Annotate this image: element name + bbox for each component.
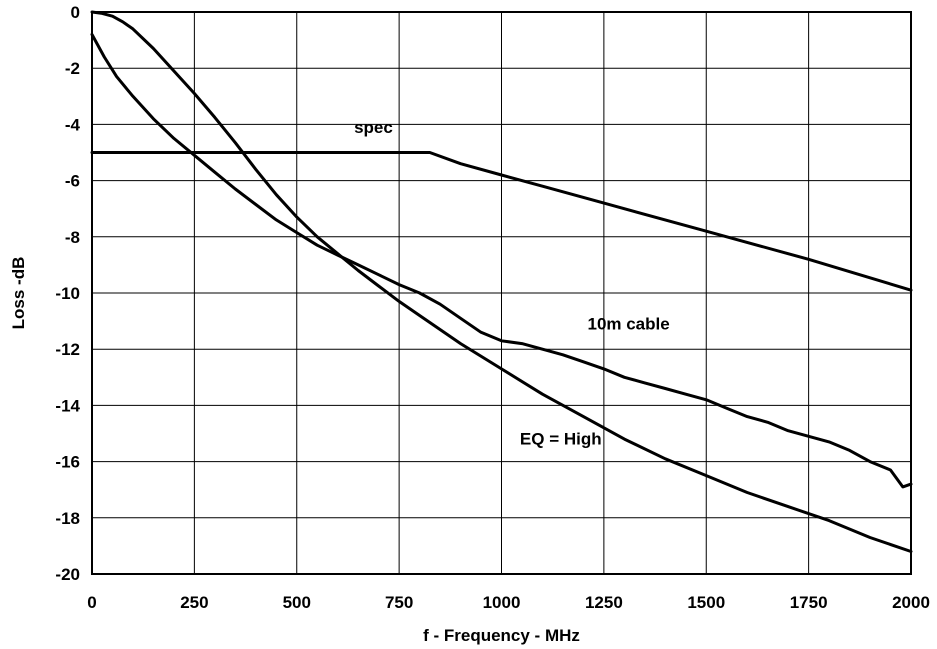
y-tick-label: -4	[65, 115, 81, 134]
x-tick-label: 1500	[687, 593, 725, 612]
x-tick-label: 1750	[790, 593, 828, 612]
plot-frame	[91, 11, 912, 575]
x-tick-label: 750	[385, 593, 413, 612]
annotation-label: EQ = High	[520, 430, 602, 449]
x-axis-title: f - Frequency - MHz	[423, 626, 580, 645]
annotation-label: spec	[354, 118, 393, 137]
x-tick-label: 0	[87, 593, 96, 612]
x-tick-label: 250	[180, 593, 208, 612]
series-line-eq-high	[90, 10, 913, 553]
series-line-spec	[90, 151, 913, 292]
chart-grid	[91, 11, 912, 575]
x-tick-label: 1250	[585, 593, 623, 612]
y-tick-label: 0	[71, 3, 80, 22]
y-tick-label: -10	[55, 284, 80, 303]
y-tick-label: -8	[65, 228, 80, 247]
y-tick-labels: 0 -2 -4 -6 -8 -10 -12 -14 -16 -18 -20	[55, 3, 80, 584]
x-tick-label: 1000	[483, 593, 521, 612]
y-tick-label: -6	[65, 172, 80, 191]
y-tick-label: -20	[55, 565, 80, 584]
y-tick-label: -14	[55, 396, 80, 415]
y-tick-label: -12	[55, 340, 80, 359]
y-axis-title: Loss -dB	[9, 257, 28, 330]
x-tick-labels: 0 250 500 750 1000 1250 1500 1750 2000	[87, 593, 930, 612]
annotation-label: 10m cable	[587, 315, 669, 334]
series-layer	[90, 10, 913, 553]
x-tick-label: 500	[283, 593, 311, 612]
y-tick-label: -2	[65, 59, 80, 78]
x-tick-label: 2000	[892, 593, 930, 612]
y-tick-label: -16	[55, 453, 80, 472]
y-tick-label: -18	[55, 509, 80, 528]
annotations-layer: spec 10m cable EQ = High	[354, 118, 670, 449]
series-line-10m-cable	[90, 33, 913, 489]
